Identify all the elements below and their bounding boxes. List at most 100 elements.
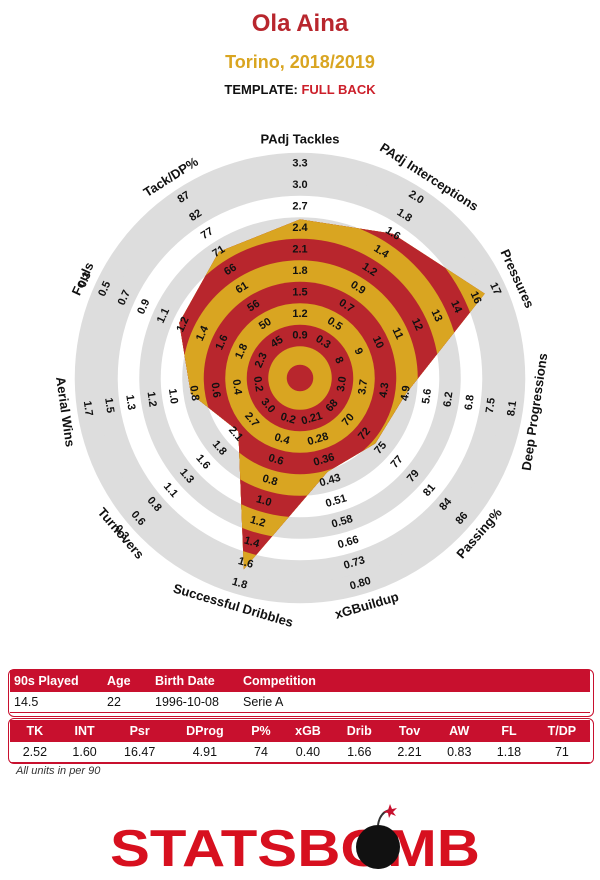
units-footnote: All units in per 90 [16, 765, 101, 777]
tick-label: 3.3 [292, 157, 307, 169]
stats-header-p-pct: P% [239, 720, 283, 742]
info-header-birth-date: Birth Date [151, 670, 239, 692]
tick-label: 3.0 [335, 376, 349, 393]
stats-table-header: TK INT Psr DProg P% xGB Drib Tov AW FL T… [10, 720, 590, 742]
tick-label: 3.0 [292, 179, 307, 191]
stats-header-aw: AW [434, 720, 485, 742]
tick-label: 1.3 [123, 394, 137, 411]
tick-label: 0.43 [318, 472, 342, 490]
tick-label: 0.6 [267, 452, 285, 468]
tick-label: 1.5 [102, 397, 116, 414]
stats-cell-tov: 2.21 [384, 742, 435, 763]
tick-label: 1.6 [237, 555, 255, 571]
info-cell-competition: Serie A [239, 692, 590, 713]
tick-label: 1.5 [292, 286, 307, 298]
radar-center [286, 364, 314, 392]
tick-label: 0.9 [292, 329, 307, 341]
stats-header-tov: Tov [384, 720, 435, 742]
tick-label: 0.2 [279, 411, 297, 427]
stats-cell-fl: 1.18 [484, 742, 534, 763]
stats-header-tk: TK [10, 720, 60, 742]
tick-label: 2.4 [292, 222, 308, 234]
stats-header-fl: FL [484, 720, 534, 742]
tick-label: 45 [269, 334, 286, 351]
stats-cell-aw: 0.83 [434, 742, 485, 763]
stats-header-xgb: xGB [282, 720, 334, 742]
tick-label: 71 [210, 243, 227, 260]
stats-cell-tk: 2.52 [10, 742, 60, 763]
tick-label: 2.7 [292, 200, 307, 212]
tick-label: 0.58 [330, 513, 354, 531]
tick-label: 1.6 [213, 333, 230, 352]
tick-label: 1.2 [174, 315, 191, 334]
tick-label: 0.80 [348, 575, 372, 593]
stats-table-frame [8, 718, 594, 764]
tick-label: 1.7 [81, 400, 95, 417]
tick-label: 1.0 [166, 388, 180, 405]
tick-label: 0.36 [312, 451, 336, 469]
tick-label: 0.9 [135, 297, 152, 316]
tick-label: 66 [222, 261, 239, 278]
radar-chart: 0.91.21.51.82.12.42.73.03.30.30.50.70.91… [53, 131, 550, 630]
stats-header-dprog: DProg [169, 720, 240, 742]
tick-label: 56 [245, 298, 262, 315]
tick-label: 8 [332, 355, 345, 366]
tick-label: 1.2 [292, 308, 307, 320]
stats-cell-p-pct: 74 [239, 742, 283, 763]
tick-label: 0.2 [251, 376, 265, 393]
info-cell-birth-date: 1996-10-08 [151, 692, 239, 713]
tick-label: 1.8 [292, 265, 307, 277]
stats-table: TK INT Psr DProg P% xGB Drib Tov AW FL T… [10, 720, 590, 763]
info-header-competition: Competition [239, 670, 590, 692]
tick-label: 1.1 [155, 306, 172, 325]
tick-label: 2.3 [253, 351, 270, 370]
info-header-90s: 90s Played [10, 670, 103, 692]
tick-label: 87 [176, 189, 193, 206]
stats-cell-xgb: 0.40 [282, 742, 334, 763]
tick-label: 11 [390, 326, 406, 342]
statsbomb-logo: STATSBOMB [110, 804, 480, 875]
tick-label: 50 [257, 316, 274, 333]
stats-cell-dprog: 4.91 [169, 742, 240, 763]
tick-label: 8.1 [505, 400, 519, 417]
bomb-icon [356, 804, 400, 869]
tick-label: 1.2 [249, 514, 267, 530]
tick-label: 0.73 [342, 554, 366, 572]
tick-label: 12 [409, 316, 425, 332]
tick-label: 0.4 [230, 379, 244, 397]
stats-cell-t-dp: 71 [533, 742, 590, 763]
tick-label: 17 [487, 281, 503, 297]
tick-label: 0.5 [96, 279, 113, 298]
tick-label: 2.1 [292, 243, 307, 255]
tick-label: 1.4 [243, 535, 262, 551]
tick-label: 1.0 [255, 493, 273, 509]
tick-label: 1.8 [233, 342, 250, 361]
info-table-frame [8, 669, 594, 717]
info-cell-age: 22 [103, 692, 151, 713]
player-name: Ola Aina [251, 10, 349, 37]
tick-label: 82 [187, 207, 204, 224]
stats-cell-psr: 16.47 [109, 742, 170, 763]
tick-label: 0.4 [273, 431, 292, 447]
tick-label: 6.2 [441, 391, 455, 408]
metric-label: PAdj Tackles [261, 131, 340, 146]
tick-label: 0.66 [336, 534, 360, 552]
template-value: FULL BACK [301, 82, 376, 97]
template-label: TEMPLATE: [224, 82, 298, 97]
tick-label: 5.6 [420, 388, 434, 405]
tick-label: 7.5 [484, 397, 498, 414]
stats-table-row: 2.52 1.60 16.47 4.91 74 0.40 1.66 2.21 0… [10, 742, 590, 763]
logo-text: STATSBOMB [110, 820, 480, 875]
tick-label: 14 [448, 299, 464, 316]
tick-label: 0.7 [116, 288, 133, 307]
tick-label: 0.21 [300, 410, 324, 428]
tick-label: 3.7 [356, 379, 370, 396]
template-line: TEMPLATE: FULL BACK [0, 82, 600, 97]
tick-label: 4.9 [399, 385, 413, 402]
tick-label: 1.2 [145, 391, 159, 408]
tick-label: 4.3 [377, 382, 391, 399]
tick-label: 0.28 [306, 431, 330, 449]
stats-header-int: INT [59, 720, 110, 742]
tick-label: 10 [370, 334, 386, 350]
tick-label: 16 [468, 290, 484, 306]
